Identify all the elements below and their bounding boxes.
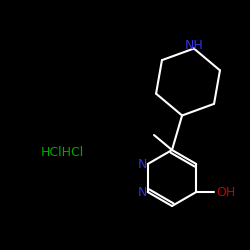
Text: OH: OH xyxy=(216,186,236,198)
Text: N: N xyxy=(138,158,147,170)
Text: N: N xyxy=(138,186,147,198)
Text: HClHCl: HClHCl xyxy=(40,146,84,158)
Text: NH: NH xyxy=(184,38,203,52)
